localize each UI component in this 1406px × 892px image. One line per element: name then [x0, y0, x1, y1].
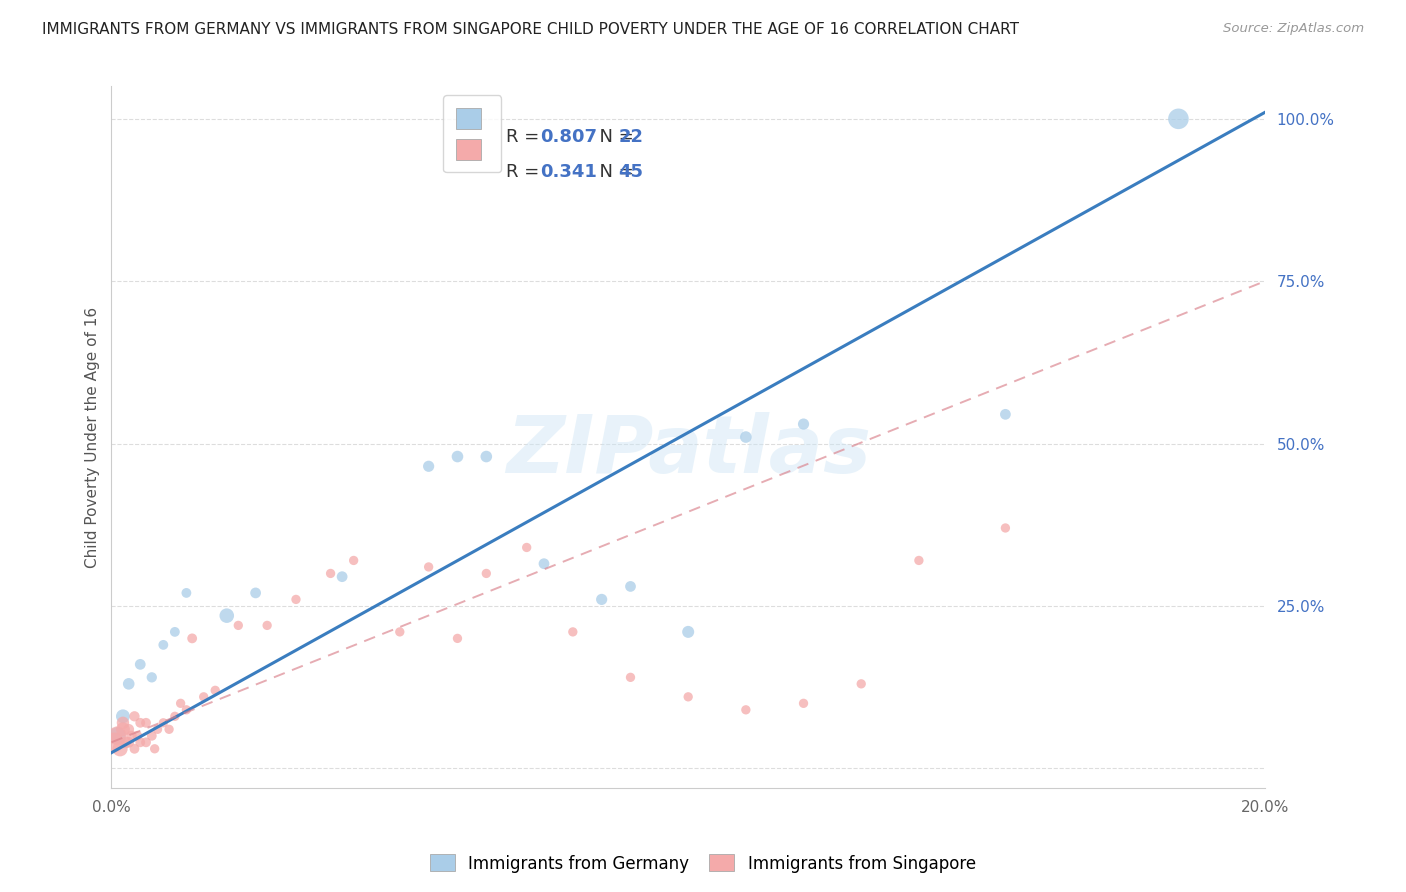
Point: [533, 557, 555, 571]
Point: [103, 735, 125, 749]
Point: [734, 430, 756, 444]
Point: [330, 570, 353, 584]
Point: [418, 560, 440, 574]
Text: 22: 22: [619, 128, 644, 145]
Point: [245, 586, 267, 600]
Point: [114, 735, 136, 749]
Point: [163, 624, 186, 639]
Point: [619, 579, 641, 593]
Point: [105, 729, 128, 743]
Point: [152, 638, 174, 652]
Point: [994, 521, 1017, 535]
Text: Source: ZipAtlas.com: Source: ZipAtlas.com: [1223, 22, 1364, 36]
Point: [475, 566, 498, 581]
Point: [124, 709, 146, 723]
Point: [111, 723, 134, 737]
Point: [118, 723, 141, 737]
Point: [193, 690, 215, 704]
Text: N =: N =: [588, 163, 640, 181]
Point: [204, 683, 226, 698]
Point: [146, 723, 169, 737]
Point: [793, 696, 815, 710]
Point: [516, 541, 538, 555]
Y-axis label: Child Poverty Under the Age of 16: Child Poverty Under the Age of 16: [86, 307, 100, 567]
Point: [111, 715, 134, 730]
Text: IMMIGRANTS FROM GERMANY VS IMMIGRANTS FROM SINGAPORE CHILD POVERTY UNDER THE AGE: IMMIGRANTS FROM GERMANY VS IMMIGRANTS FR…: [42, 22, 1019, 37]
Point: [319, 566, 342, 581]
Point: [446, 632, 468, 646]
Point: [561, 624, 583, 639]
Text: 0.807: 0.807: [540, 128, 596, 145]
Point: [124, 741, 146, 756]
Point: [793, 417, 815, 431]
Text: 0.341: 0.341: [540, 163, 596, 181]
Legend: , : ,: [443, 95, 501, 172]
Point: [418, 459, 440, 474]
Point: [619, 670, 641, 684]
Point: [994, 407, 1017, 421]
Point: [135, 715, 157, 730]
Point: [143, 741, 166, 756]
Point: [135, 735, 157, 749]
Point: [111, 709, 134, 723]
Point: [256, 618, 278, 632]
Point: [157, 723, 180, 737]
Point: [176, 703, 198, 717]
Text: 45: 45: [619, 163, 644, 181]
Point: [127, 729, 149, 743]
Point: [475, 450, 498, 464]
Point: [446, 450, 468, 464]
Point: [676, 624, 699, 639]
Text: N =: N =: [588, 128, 640, 145]
Point: [388, 624, 411, 639]
Point: [226, 618, 249, 632]
Point: [141, 729, 163, 743]
Point: [1167, 112, 1189, 126]
Text: R =: R =: [506, 163, 551, 181]
Point: [129, 735, 152, 749]
Point: [176, 586, 198, 600]
Point: [851, 677, 873, 691]
Point: [121, 729, 143, 743]
Text: ZIPatlas: ZIPatlas: [506, 412, 870, 490]
Point: [734, 703, 756, 717]
Point: [591, 592, 613, 607]
Point: [108, 741, 131, 756]
Legend: Immigrants from Germany, Immigrants from Singapore: Immigrants from Germany, Immigrants from…: [423, 847, 983, 880]
Point: [343, 553, 366, 567]
Point: [118, 735, 141, 749]
Point: [118, 677, 141, 691]
Point: [129, 715, 152, 730]
Point: [676, 690, 699, 704]
Point: [141, 670, 163, 684]
Point: [129, 657, 152, 672]
Point: [152, 715, 174, 730]
Point: [215, 608, 238, 623]
Point: [163, 709, 186, 723]
Point: [181, 632, 204, 646]
Point: [105, 729, 128, 743]
Point: [169, 696, 191, 710]
Point: [285, 592, 308, 607]
Point: [908, 553, 931, 567]
Text: R =: R =: [506, 128, 546, 145]
